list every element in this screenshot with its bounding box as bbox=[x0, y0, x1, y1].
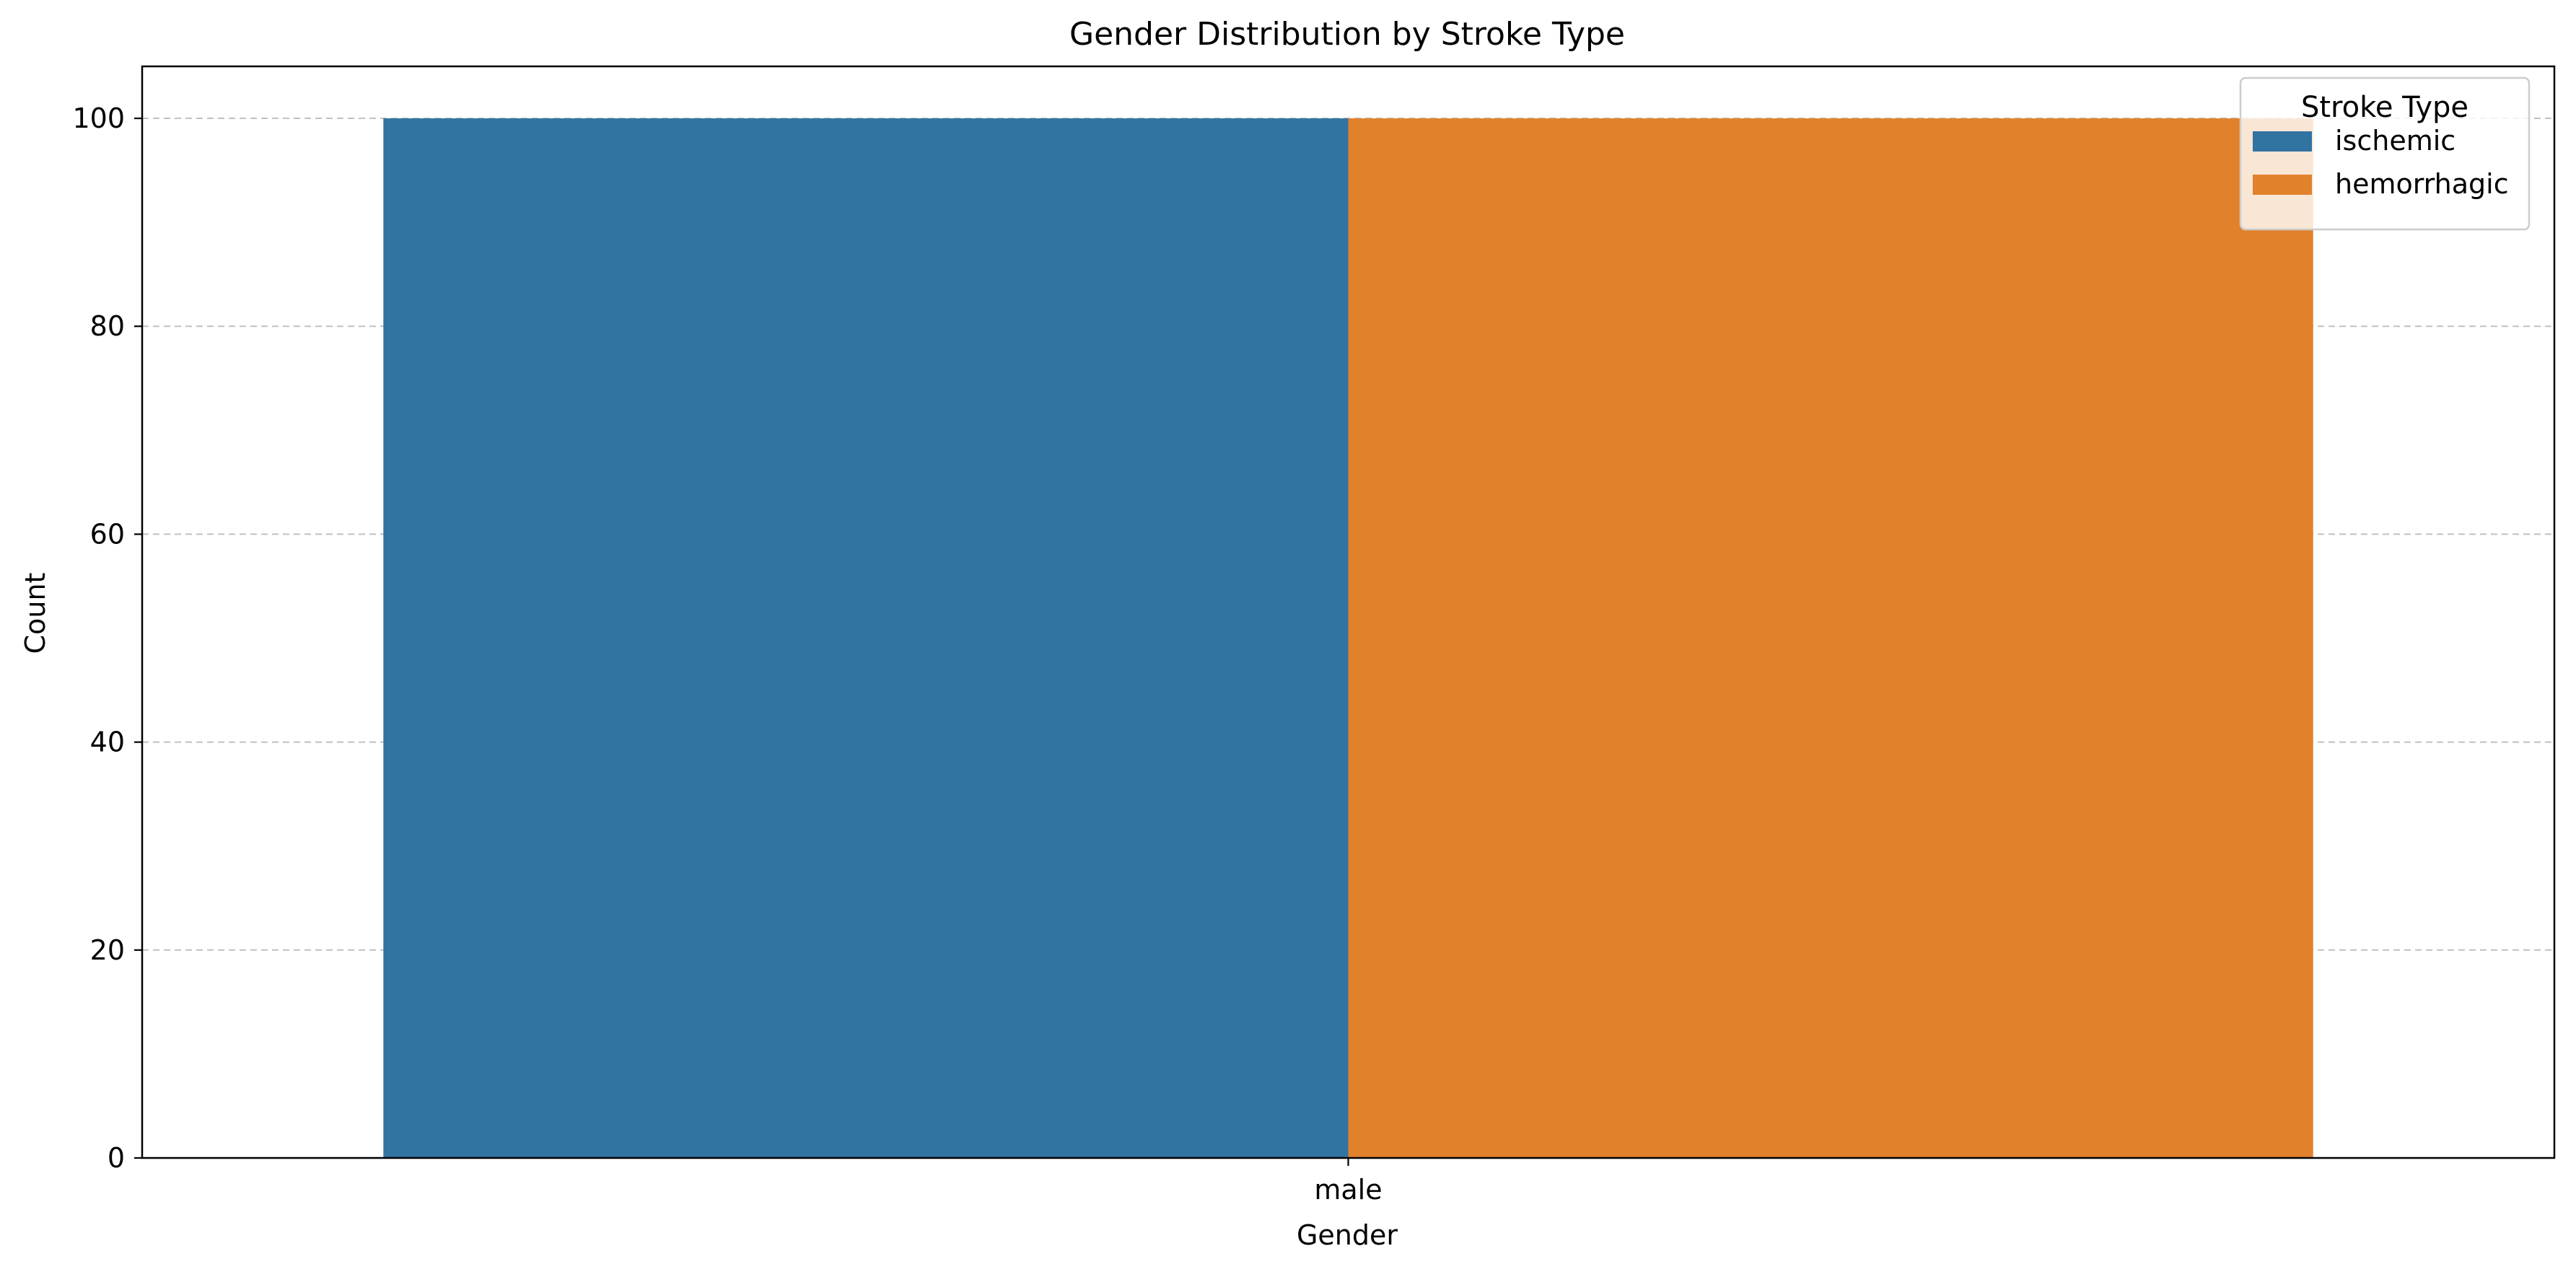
legend-swatch-ischemic bbox=[2253, 131, 2312, 152]
y-tick-label: 20 bbox=[90, 934, 125, 966]
chart-title: Gender Distribution by Stroke Type bbox=[1069, 16, 1625, 53]
x-axis-label: Gender bbox=[1297, 1219, 1398, 1251]
y-tick-label: 80 bbox=[90, 310, 125, 342]
y-tick-label: 0 bbox=[108, 1142, 125, 1174]
legend-swatch-hemorrhagic bbox=[2253, 175, 2312, 195]
legend-title: Stroke Type bbox=[2301, 91, 2468, 124]
bars bbox=[383, 118, 2313, 1159]
y-axis-label: Count bbox=[19, 573, 51, 654]
bar-ischemic-male bbox=[383, 118, 1349, 1159]
y-tick-label: 60 bbox=[90, 518, 125, 550]
legend: Stroke Type ischemic hemorrhagic bbox=[2239, 76, 2531, 231]
legend-label-hemorrhagic: hemorrhagic bbox=[2335, 168, 2509, 200]
legend-frame bbox=[2239, 76, 2531, 231]
y-tick-label: 100 bbox=[72, 102, 125, 134]
ticks: male 0 20 40 60 80 100 bbox=[72, 102, 1382, 1206]
x-tick-label: male bbox=[1314, 1174, 1382, 1206]
y-tick-label: 40 bbox=[90, 727, 125, 758]
legend-items: ischemic hemorrhagic bbox=[2253, 125, 2509, 200]
legend-label-ischemic: ischemic bbox=[2335, 125, 2455, 157]
bar-hemorrhagic-male bbox=[1348, 118, 2313, 1159]
